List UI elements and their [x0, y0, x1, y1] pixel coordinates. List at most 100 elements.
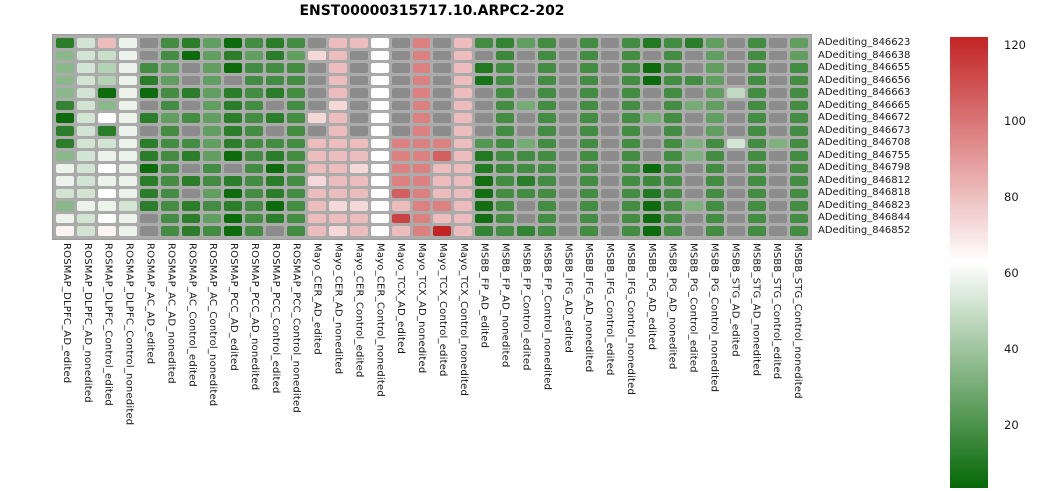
heatmap-cell — [685, 88, 704, 98]
heatmap-cell — [307, 38, 326, 48]
heatmap-cell — [223, 63, 242, 73]
heatmap-cell — [349, 50, 368, 61]
heatmap-cell — [517, 50, 536, 61]
heatmap-cell — [391, 38, 410, 48]
heatmap-cell — [538, 213, 557, 224]
heatmap-cell — [97, 38, 116, 48]
column-label: ROSMAP_PCC_AD_edited — [228, 243, 240, 371]
heatmap-cell — [496, 63, 515, 73]
heatmap-cell — [559, 226, 578, 236]
heatmap-cell — [748, 226, 767, 236]
heatmap-cell — [433, 151, 452, 161]
heatmap-cell — [559, 38, 578, 48]
column-label: MSBB_IFG_AD_nonedited — [583, 243, 595, 373]
heatmap-cell — [643, 113, 662, 123]
heatmap-cell — [370, 113, 389, 123]
column-label: MSBB_STG_Control_edited — [771, 243, 783, 380]
heatmap-cell — [454, 38, 473, 48]
heatmap-cell — [139, 226, 158, 236]
heatmap-cell — [244, 38, 263, 48]
column-label-slot: MSBB_PG_AD_nonedited — [662, 243, 683, 489]
heatmap-cell — [265, 138, 284, 149]
heatmap-cell — [496, 138, 515, 149]
heatmap-cell — [202, 163, 221, 174]
heatmap-cell — [475, 125, 494, 136]
heatmap-cell — [56, 176, 74, 186]
heatmap-cell — [517, 100, 536, 111]
column-label: Mayo_TCX_AD_edited — [395, 243, 407, 354]
column-label-slot: ROSMAP_AC_AD_edited — [140, 243, 161, 489]
colorbar-tick: 60 — [1004, 265, 1019, 280]
heatmap-cell — [790, 100, 808, 111]
column-label-slot: Mayo_TCX_Control_nonedited — [453, 243, 474, 489]
heatmap-cell — [202, 201, 221, 211]
heatmap-cell — [580, 163, 599, 174]
heatmap-cell — [370, 163, 389, 174]
heatmap-cell — [538, 63, 557, 73]
heatmap-cell — [580, 226, 599, 236]
heatmap-cell — [601, 188, 620, 199]
heatmap-cell — [559, 88, 578, 98]
heatmap-cell — [391, 201, 410, 211]
heatmap-cell — [223, 151, 242, 161]
heatmap-cell — [76, 213, 95, 224]
heatmap-cell — [580, 38, 599, 48]
heatmap-cell — [307, 63, 326, 73]
heatmap-cell — [391, 50, 410, 61]
heatmap-cell — [349, 113, 368, 123]
heatmap-cell — [160, 163, 179, 174]
heatmap-cell — [202, 226, 221, 236]
heatmap-cell — [286, 201, 305, 211]
row-label: ADediting_846818 — [818, 187, 911, 198]
row-labels: ADediting_846623 ADediting_846638 ADeditin… — [818, 37, 948, 237]
heatmap-cell — [286, 163, 305, 174]
heatmap-cell — [370, 151, 389, 161]
heatmap-cell — [76, 163, 95, 174]
heatmap-cell — [643, 38, 662, 48]
heatmap-cell — [580, 50, 599, 61]
column-label-slot: MSBB_IFG_Control_edited — [599, 243, 620, 489]
heatmap-cell — [706, 163, 725, 174]
heatmap-cell — [559, 125, 578, 136]
heatmap-cell — [454, 113, 473, 123]
heatmap-cell — [202, 138, 221, 149]
heatmap-cell — [769, 151, 788, 161]
heatmap-cell — [601, 151, 620, 161]
heatmap-cell — [475, 75, 494, 86]
heatmap-cell — [412, 176, 431, 186]
heatmap-cell — [76, 113, 95, 123]
heatmap-cell — [517, 226, 536, 236]
heatmap-cell — [769, 201, 788, 211]
heatmap-cell — [706, 188, 725, 199]
heatmap-cell — [118, 63, 137, 73]
heatmap-cell — [580, 151, 599, 161]
heatmap-cell — [454, 125, 473, 136]
heatmap-cell — [391, 63, 410, 73]
heatmap-cell — [559, 163, 578, 174]
heatmap-cell — [433, 38, 452, 48]
column-label-slot: MSBB_PG_AD_edited — [641, 243, 662, 489]
heatmap-cell — [328, 176, 347, 186]
heatmap-cell — [160, 213, 179, 224]
heatmap-cell — [307, 201, 326, 211]
heatmap-cell — [790, 38, 808, 48]
heatmap-cell — [601, 138, 620, 149]
heatmap-cell — [56, 63, 74, 73]
heatmap-cell — [685, 226, 704, 236]
heatmap-cell — [706, 226, 725, 236]
heatmap-cell — [517, 125, 536, 136]
heatmap-cell — [496, 188, 515, 199]
column-label-slot: MSBB_IFG_AD_edited — [557, 243, 578, 489]
column-label-slot: MSBB_STG_AD_nonedited — [745, 243, 766, 489]
heatmap-cell — [601, 176, 620, 186]
heatmap-cell — [139, 88, 158, 98]
heatmap-cell — [412, 125, 431, 136]
heatmap-cell — [727, 138, 746, 149]
heatmap-cell — [139, 163, 158, 174]
heatmap-cell — [496, 100, 515, 111]
heatmap-cell — [118, 201, 137, 211]
heatmap-cell — [559, 188, 578, 199]
heatmap-cell — [643, 138, 662, 149]
heatmap-cell — [538, 125, 557, 136]
heatmap-cell — [76, 176, 95, 186]
